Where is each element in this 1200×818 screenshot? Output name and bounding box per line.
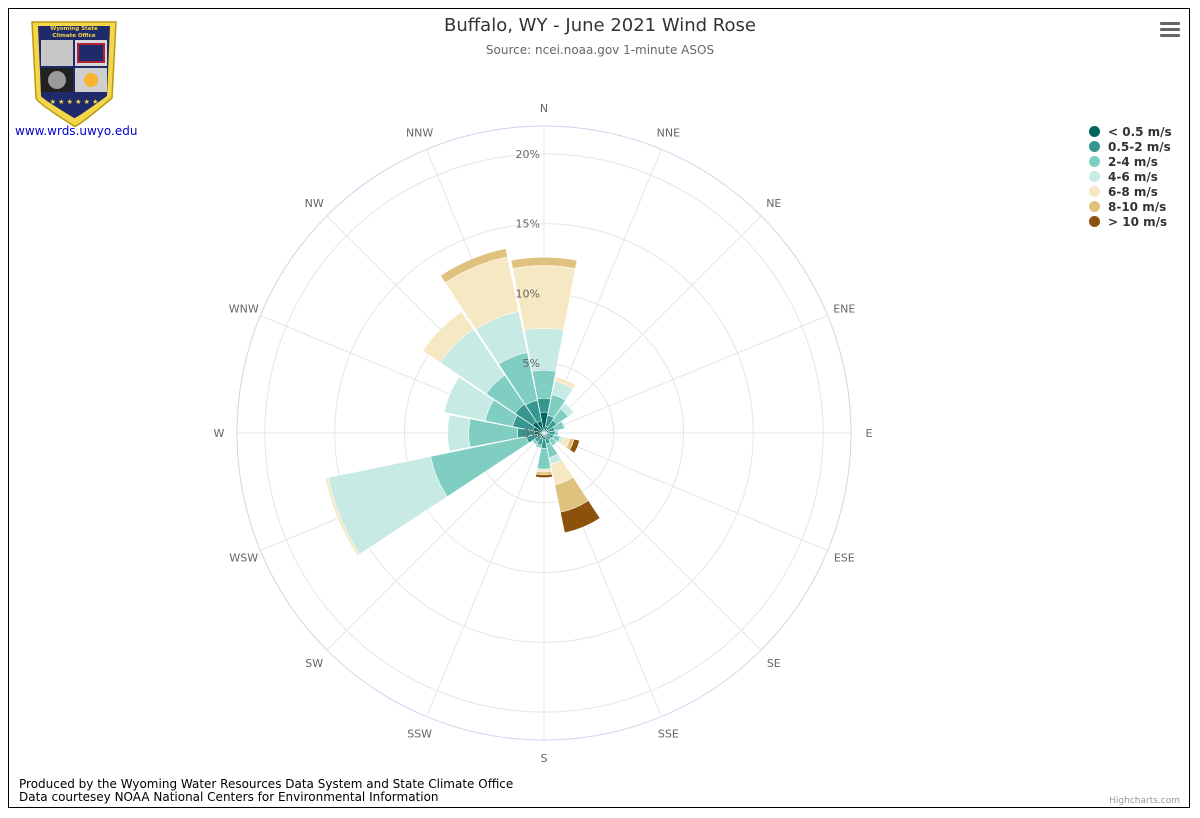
logo-url-link[interactable]: www.wrds.uwyo.edu (15, 124, 138, 138)
svg-text:★ ★ ★ ★ ★ ★: ★ ★ ★ ★ ★ ★ (50, 98, 99, 106)
legend-marker-4 (1089, 186, 1100, 197)
legend-item-4[interactable]: 6-8 m/s (1089, 184, 1172, 199)
legend-label-3: 4-6 m/s (1108, 169, 1158, 184)
legend-item-5[interactable]: 8-10 m/s (1089, 199, 1172, 214)
legend-label-2: 2-4 m/s (1108, 154, 1158, 169)
highcharts-credit-link[interactable]: Highcharts.com (1109, 796, 1180, 806)
bar-WSW-series-2 (430, 436, 530, 497)
bar-ESE-series-6 (569, 438, 580, 454)
legend-item-0[interactable]: < 0.5 m/s (1089, 124, 1172, 139)
legend-marker-1 (1089, 141, 1100, 152)
direction-label-NNE: NNE (657, 127, 680, 140)
legend-label-0: < 0.5 m/s (1108, 124, 1172, 139)
direction-label-WNW: WNW (229, 303, 259, 316)
legend-label-1: 0.5-2 m/s (1108, 139, 1171, 154)
radial-tick-label-2: 10% (516, 287, 540, 300)
spoke-SW (326, 432, 545, 651)
chart-menu-button[interactable] (1158, 20, 1182, 40)
bar-E-series-2 (554, 430, 559, 436)
credits-line-1: Produced by the Wyoming Water Resources … (19, 777, 514, 791)
chart-title: Buffalo, WY - June 2021 Wind Rose (444, 15, 756, 36)
bar-WSW-series-4 (325, 477, 361, 556)
bar-SW-series-2 (532, 438, 539, 445)
legend-item-1[interactable]: 0.5-2 m/s (1089, 139, 1172, 154)
radial-tick-label-3: 15% (516, 218, 540, 231)
direction-label-E: E (866, 427, 873, 440)
bar-ENE-series-3 (561, 420, 567, 430)
bar-W-series-3 (447, 414, 471, 452)
logo-text-line1: Wyoming State (50, 26, 98, 32)
bar-SSE-series-6 (560, 500, 601, 534)
legend-item-2[interactable]: 2-4 m/s (1089, 154, 1172, 169)
direction-label-WSW: WSW (229, 551, 258, 564)
bar-NW-series-4 (422, 311, 474, 363)
chart-frame (8, 8, 1190, 808)
direction-label-SSE: SSE (658, 727, 679, 740)
legend-marker-3 (1089, 171, 1100, 182)
wind-rose-bars (325, 248, 601, 556)
radial-tick-label-1: 5% (523, 357, 540, 370)
bar-NE-series-3 (560, 402, 575, 417)
legend-marker-0 (1089, 126, 1100, 137)
spoke-SE (543, 432, 762, 651)
direction-label-ESE: ESE (834, 551, 855, 564)
bar-S-series-6 (535, 473, 553, 478)
radial-tick-label-0: 0% (523, 427, 540, 440)
credits-text: Produced by the Wyoming Water Resources … (19, 778, 513, 804)
bar-NNE-series-4 (554, 376, 576, 390)
chart-legend: < 0.5 m/s 0.5-2 m/s 2-4 m/s 4-6 m/s 6-8 m/s 8… (1089, 124, 1172, 229)
direction-label-N: N (540, 102, 548, 115)
direction-label-NW: NW (305, 197, 324, 210)
legend-label-6: > 10 m/s (1108, 214, 1168, 229)
radial-tick-label-4: 20% (516, 148, 540, 161)
direction-label-SW: SW (305, 657, 323, 670)
climate-office-logo: Wyoming State Climate Office ★ ★ ★ ★ ★ ★ (31, 21, 117, 128)
legend-item-3[interactable]: 4-6 m/s (1089, 169, 1172, 184)
spoke-SSW (426, 432, 545, 717)
direction-label-ENE: ENE (833, 303, 855, 316)
direction-label-SE: SE (767, 657, 781, 670)
spoke-NE (543, 215, 762, 434)
direction-label-NNW: NNW (406, 127, 433, 140)
legend-marker-6 (1089, 216, 1100, 227)
legend-label-5: 8-10 m/s (1108, 199, 1167, 214)
bar-N-series-5 (510, 256, 578, 269)
direction-label-W: W (214, 427, 225, 440)
credits-line-2: Data courtesey NOAA National Centers for… (19, 790, 439, 804)
bar-WSW-series-3 (327, 456, 448, 555)
spoke-ENE (543, 315, 828, 434)
bar-NNW-series-5 (440, 248, 508, 283)
direction-label-S: S (541, 752, 548, 765)
legend-marker-5 (1089, 201, 1100, 212)
legend-label-4: 6-8 m/s (1108, 184, 1158, 199)
bar-WNW-series-3 (443, 376, 495, 422)
bar-SSW-series-2 (535, 443, 542, 449)
polar-labels: N NNE NE ENE E ESE SE SSE S SSW SW WSW W WNW NW NNW 0% 5%… (214, 102, 873, 765)
chart-subtitle: Source: ncei.noaa.gov 1-minute ASOS (485, 43, 715, 57)
direction-label-NE: NE (766, 197, 781, 210)
legend-marker-2 (1089, 156, 1100, 167)
spoke-ESE (543, 432, 828, 551)
logo-text-line2: Climate Office (52, 33, 96, 39)
legend-item-6[interactable]: > 10 m/s (1089, 214, 1172, 229)
direction-label-SSW: SSW (407, 727, 432, 740)
